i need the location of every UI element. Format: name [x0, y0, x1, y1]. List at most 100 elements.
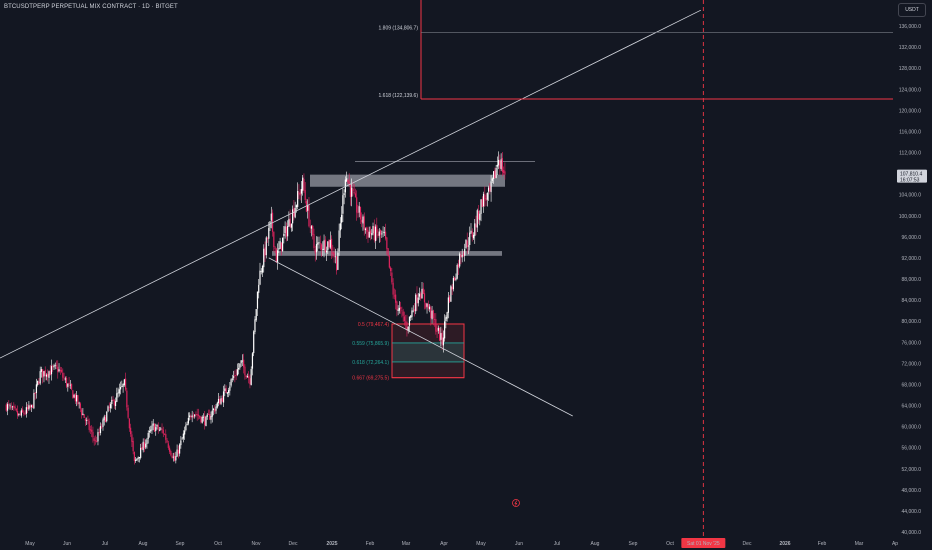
candle-body — [166, 440, 168, 443]
candle-body — [37, 380, 39, 385]
candle-body — [152, 423, 154, 426]
candle-body — [431, 310, 433, 320]
candle-body — [356, 197, 358, 213]
candle-body — [255, 309, 257, 321]
price-tick-label: 104,000.0 — [899, 193, 921, 199]
candle-body — [194, 414, 196, 417]
candle-body — [428, 306, 431, 310]
candle-body — [22, 409, 24, 413]
candle-body — [117, 392, 119, 394]
candle-body — [398, 307, 401, 311]
candle-body — [396, 301, 398, 311]
price-tick-label: 116,000.0 — [899, 129, 921, 135]
candle-body — [415, 294, 417, 312]
candle-body — [469, 232, 471, 245]
candle-body — [133, 451, 135, 461]
fib-level-label: 0.559 (75,865.9) — [352, 341, 389, 347]
candle-body — [292, 209, 294, 224]
time-tick-label: Oct — [214, 541, 222, 547]
candle-body — [113, 400, 115, 406]
candle-body — [210, 415, 212, 420]
candle-body — [327, 241, 329, 251]
candle-body — [83, 414, 85, 418]
time-tick-label: Dec — [743, 541, 752, 547]
candle-body — [104, 417, 107, 423]
candle-body — [209, 413, 211, 420]
candle-body — [20, 410, 22, 416]
candle-body — [229, 386, 231, 391]
candle-body — [145, 443, 147, 448]
candle-body — [38, 381, 40, 384]
time-tick-label: Jul — [102, 541, 108, 547]
candle-body — [287, 226, 289, 237]
candle-body — [68, 382, 70, 385]
candle-body — [285, 226, 287, 237]
candle-body — [501, 158, 503, 172]
candle-body — [170, 451, 172, 455]
price-tick-label: 68,000.0 — [902, 382, 922, 388]
time-tick-label: Mar — [402, 541, 411, 547]
candle-body — [437, 327, 439, 331]
candle-body — [33, 393, 35, 409]
time-tick-label: Oct — [666, 541, 674, 547]
candle-body — [131, 434, 133, 442]
candle-body — [393, 295, 395, 297]
candle-body — [411, 310, 413, 317]
price-tick-label: 92,000.0 — [902, 256, 922, 262]
ascending-trendline[interactable] — [0, 9, 702, 359]
price-tick-label: 44,000.0 — [902, 509, 922, 515]
candle-body — [157, 425, 159, 430]
candle-body — [53, 365, 55, 368]
price-tick-label: 56,000.0 — [902, 446, 922, 452]
candle-body — [64, 378, 66, 380]
candle-body — [266, 238, 269, 240]
fib-level-label: 0.667 (69,275.5) — [352, 376, 389, 382]
candle-body — [29, 405, 31, 409]
candle-body — [279, 241, 281, 249]
candle-body — [215, 406, 217, 411]
price-tick-label: 60,000.0 — [902, 425, 922, 431]
candle-body — [162, 429, 164, 434]
candle-body — [40, 369, 43, 372]
candle-body — [408, 316, 411, 326]
candle-body — [450, 286, 452, 302]
candle-body — [147, 432, 149, 439]
candle-body — [376, 225, 378, 233]
candle-body — [387, 248, 389, 256]
candle-body — [123, 379, 125, 386]
candle-body — [6, 404, 9, 411]
price-tick-label: 128,000.0 — [899, 66, 921, 72]
candle-body — [344, 179, 346, 193]
candle-body — [330, 238, 333, 251]
candle-body — [407, 326, 409, 331]
candle-body — [475, 224, 477, 228]
candle-body — [86, 419, 88, 421]
candle-body — [190, 416, 192, 418]
candle-body — [310, 226, 313, 229]
price-tick-label: 124,000.0 — [899, 87, 921, 93]
price-axis-background — [893, 0, 932, 550]
currency-selector[interactable]: USDT — [898, 3, 926, 17]
candle-body — [368, 231, 370, 238]
candle-body — [140, 447, 142, 458]
candle-body — [467, 245, 470, 247]
candle-body — [165, 434, 167, 440]
candle-body — [441, 332, 443, 345]
candle-body — [34, 392, 36, 394]
candle-body — [323, 240, 325, 251]
candle-body — [163, 434, 166, 436]
candle-body — [314, 249, 316, 254]
candle-body — [353, 192, 355, 194]
time-axis: May Jun Jul Aug Sep Oct Nov Dec 2025 Feb Mar Apr May… — [0, 537, 932, 550]
candle-body — [444, 321, 446, 339]
candle-body — [338, 230, 340, 252]
candle-body — [302, 177, 304, 191]
candle-body — [359, 206, 362, 220]
supply-zone[interactable] — [310, 174, 505, 187]
candle-body — [19, 413, 21, 415]
descending-trendline[interactable] — [268, 257, 573, 417]
flash-icon[interactable] — [512, 499, 520, 507]
candle-body — [50, 366, 53, 375]
candle-body — [221, 397, 223, 402]
